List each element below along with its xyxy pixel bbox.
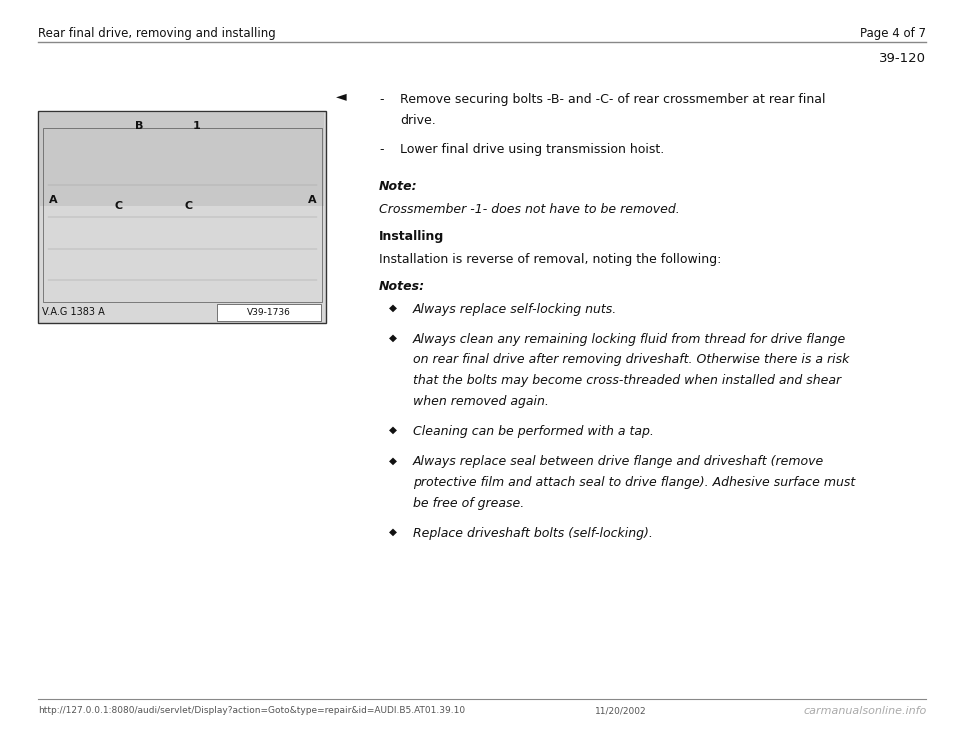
Text: Cleaning can be performed with a tap.: Cleaning can be performed with a tap. <box>413 425 654 439</box>
Text: C: C <box>184 202 192 211</box>
Text: Rear final drive, removing and installing: Rear final drive, removing and installin… <box>38 27 276 40</box>
Text: Notes:: Notes: <box>379 280 425 293</box>
Text: -: - <box>379 93 384 106</box>
Text: Installation is reverse of removal, noting the following:: Installation is reverse of removal, noti… <box>379 253 722 266</box>
Bar <box>38 111 326 323</box>
Text: carmanualsonline.info: carmanualsonline.info <box>804 706 926 716</box>
Text: ◆: ◆ <box>389 425 396 435</box>
Text: drive.: drive. <box>400 114 436 127</box>
Text: when removed again.: when removed again. <box>413 395 549 408</box>
Text: ◆: ◆ <box>389 303 396 312</box>
Text: http://127.0.0.1:8080/audi/servlet/Display?action=Goto&type=repair&id=AUDI.B5.AT: http://127.0.0.1:8080/audi/servlet/Displ… <box>38 706 466 715</box>
Text: Crossmember -1- does not have to be removed.: Crossmember -1- does not have to be remo… <box>379 203 680 216</box>
Text: 11/20/2002: 11/20/2002 <box>595 706 647 715</box>
Text: Page 4 of 7: Page 4 of 7 <box>860 27 926 40</box>
Text: Lower final drive using transmission hoist.: Lower final drive using transmission hoi… <box>400 142 664 156</box>
Text: B: B <box>135 121 143 131</box>
Text: Always replace seal between drive flange and driveshaft (remove: Always replace seal between drive flange… <box>413 456 824 468</box>
Text: ◆: ◆ <box>389 456 396 465</box>
Bar <box>217 304 321 321</box>
Text: on rear final drive after removing driveshaft. Otherwise there is a risk: on rear final drive after removing drive… <box>413 353 850 367</box>
Text: V39-1736: V39-1736 <box>247 308 291 317</box>
Text: ◆: ◆ <box>389 332 396 343</box>
Text: A: A <box>49 195 57 205</box>
Text: V.A.G 1383 A: V.A.G 1383 A <box>42 307 105 317</box>
Text: Replace driveshaft bolts (self-locking).: Replace driveshaft bolts (self-locking). <box>413 527 653 540</box>
Text: A: A <box>308 195 316 205</box>
Text: 1: 1 <box>193 121 201 131</box>
Text: -: - <box>379 142 384 156</box>
Bar <box>40 114 324 206</box>
Text: C: C <box>115 202 123 211</box>
Bar <box>43 128 322 302</box>
Text: ◆: ◆ <box>389 527 396 537</box>
Text: Always replace self-locking nuts.: Always replace self-locking nuts. <box>413 303 617 315</box>
Text: protective film and attach seal to drive flange). Adhesive surface must: protective film and attach seal to drive… <box>413 476 855 489</box>
Text: Remove securing bolts -B- and -C- of rear crossmember at rear final: Remove securing bolts -B- and -C- of rea… <box>400 93 826 106</box>
Text: be free of grease.: be free of grease. <box>413 497 524 510</box>
Text: ◄: ◄ <box>335 89 347 103</box>
Text: 39-120: 39-120 <box>879 52 926 65</box>
Text: Note:: Note: <box>379 180 418 193</box>
Text: that the bolts may become cross-threaded when installed and shear: that the bolts may become cross-threaded… <box>413 374 841 387</box>
Text: Installing: Installing <box>379 230 444 243</box>
Text: Always clean any remaining locking fluid from thread for drive flange: Always clean any remaining locking fluid… <box>413 332 846 346</box>
